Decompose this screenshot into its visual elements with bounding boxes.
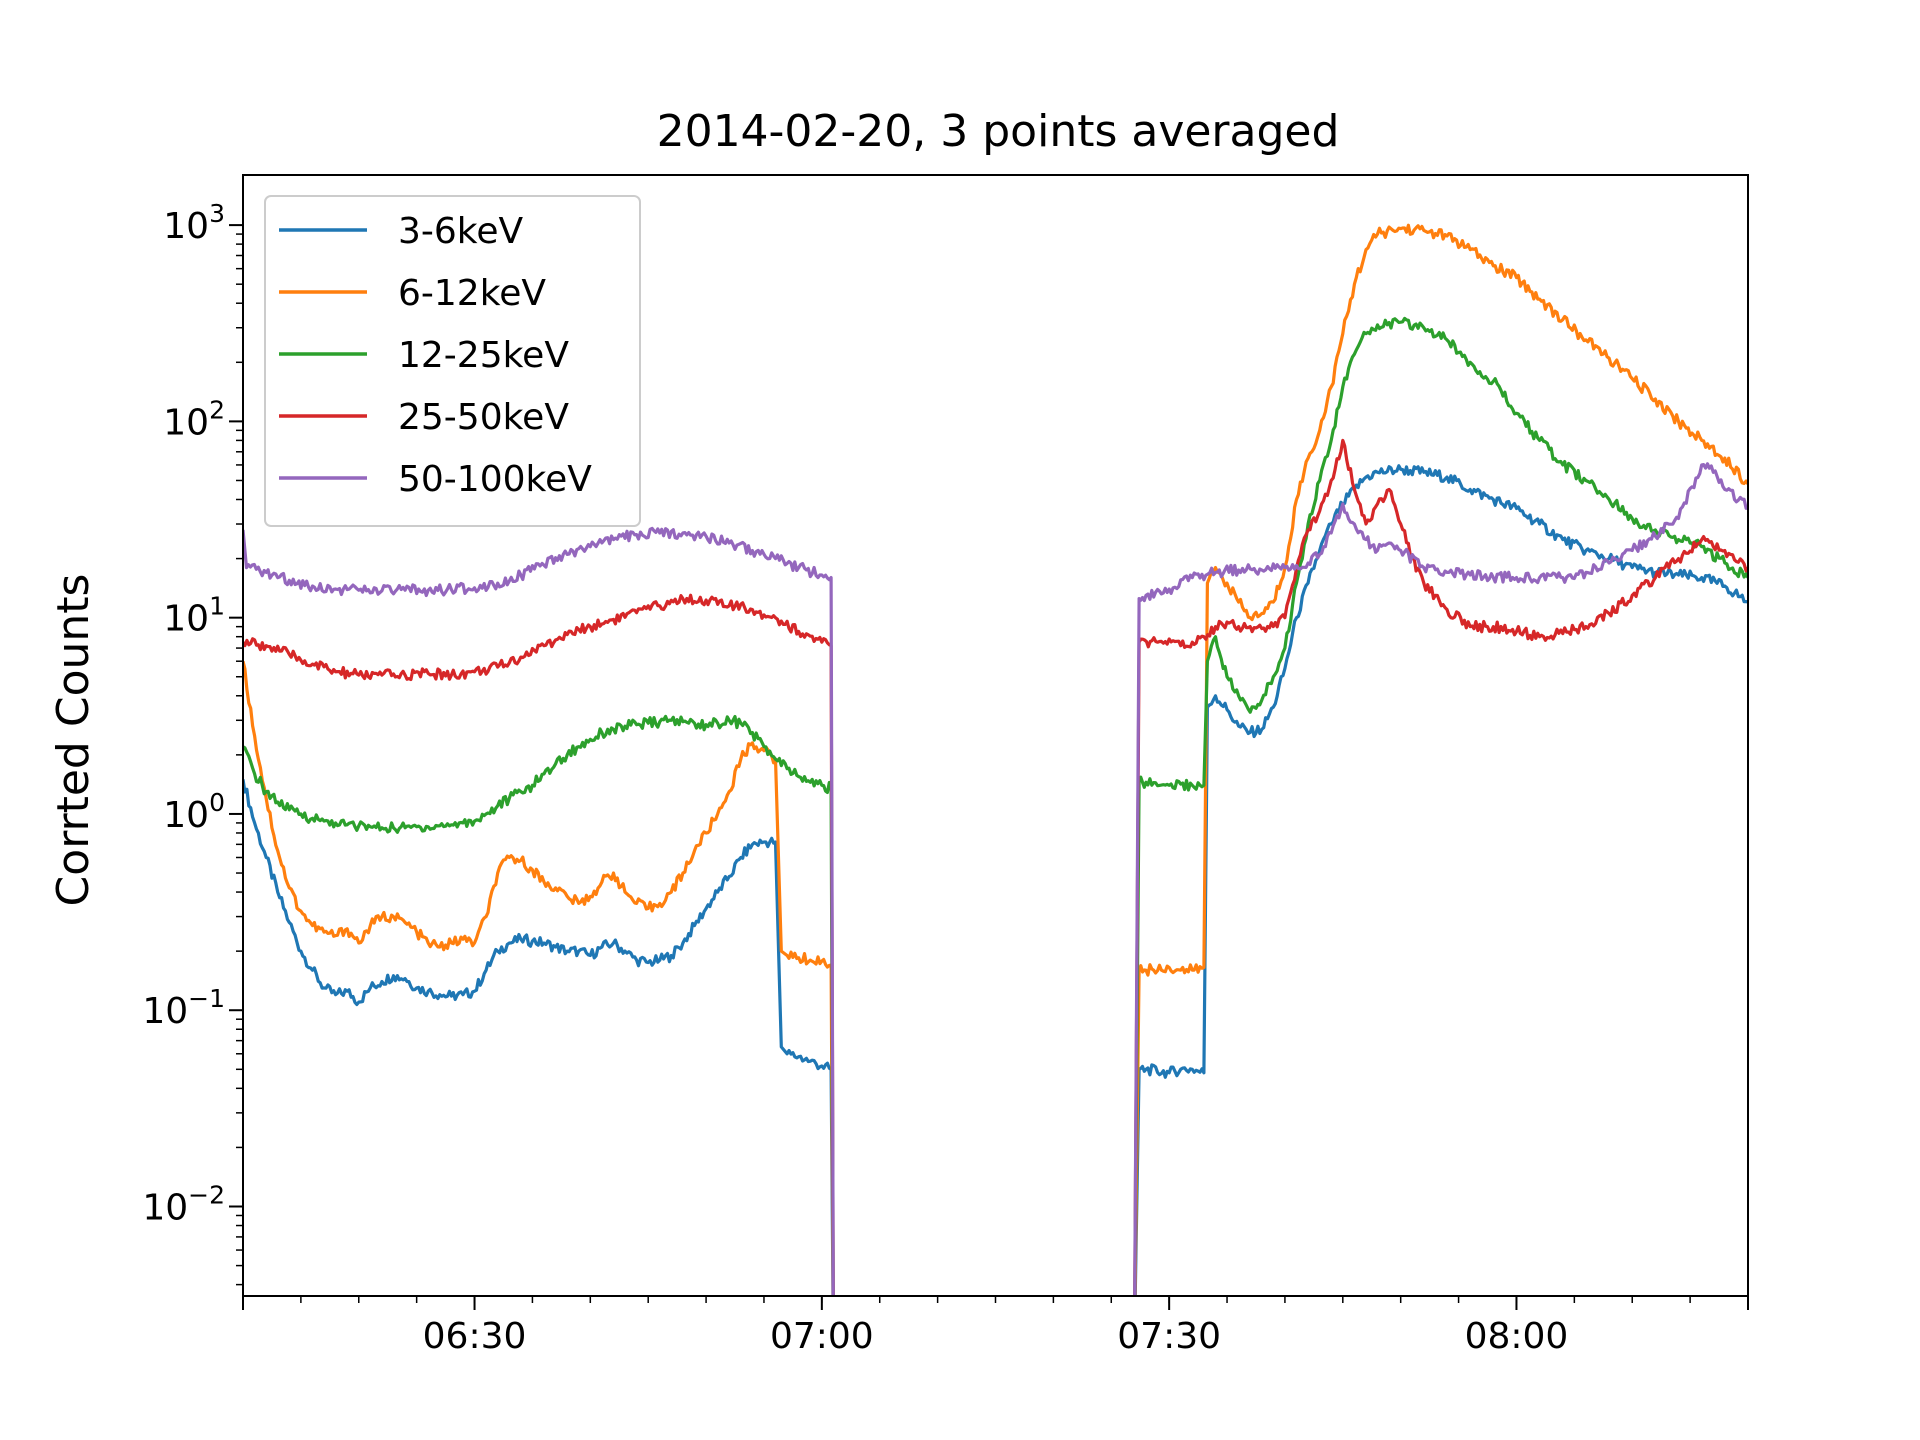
legend-label: 6-12keV <box>398 273 546 314</box>
series-layer <box>243 223 1748 1296</box>
series-line-3-6keV <box>243 464 1748 1296</box>
series-line-12-25keV <box>243 316 1748 1296</box>
legend-label: 25-50keV <box>398 397 569 438</box>
legend-box <box>264 195 641 527</box>
x-tick-label: 07:00 <box>770 1316 874 1357</box>
x-tick-label: 07:30 <box>1117 1316 1221 1357</box>
y-tick-label: 102 <box>163 395 225 443</box>
y-tick-label: 100 <box>163 788 225 836</box>
legend-label: 3-6keV <box>398 211 524 252</box>
y-axis-label: Corrted Counts <box>48 574 99 907</box>
y-tick-label: 101 <box>163 592 225 640</box>
legend: 3-6keV 6-12keV 12-25keV 25-50keV 50-100keV <box>264 195 641 527</box>
series-line-50-100keV <box>243 462 1748 1296</box>
x-axis: 06:30 07:00 07:30 08:00 <box>242 1296 1749 1357</box>
x-tick-label: 08:00 <box>1465 1316 1569 1357</box>
legend-label: 50-100keV <box>398 459 592 500</box>
chart-title: 2014-02-20, 3 points averaged <box>657 106 1340 157</box>
y-axis: 10−2 10−1 100 101 102 103 <box>142 199 243 1286</box>
y-tick-label: 103 <box>163 199 225 247</box>
series-line-25-50keV <box>243 438 1748 1296</box>
y-tick-label: 10−1 <box>142 984 225 1032</box>
series-line-6-12keV <box>243 223 1748 1296</box>
x-tick-label: 06:30 <box>423 1316 527 1357</box>
legend-label: 12-25keV <box>398 335 569 376</box>
y-tick-label: 10−2 <box>142 1181 225 1229</box>
